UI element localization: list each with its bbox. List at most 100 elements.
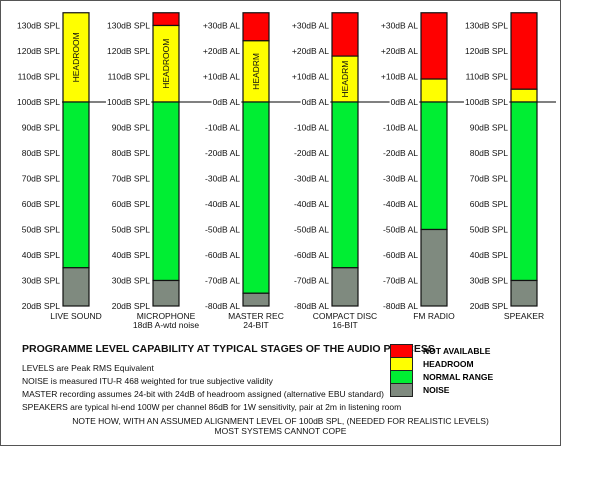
tick-label-background: [15, 97, 62, 107]
tick-label: 20dB SPL: [470, 301, 509, 311]
legend-label-noise: NOISE: [423, 385, 450, 395]
tick-label: -50dB AL: [383, 225, 418, 235]
note-noise: NOISE is measured ITU-R 468 weighted for…: [22, 376, 273, 386]
tick-label: -70dB AL: [383, 276, 418, 286]
tick-label: -60dB AL: [205, 250, 240, 260]
bar-segment-normal-range: [510, 101, 538, 282]
tick-label: 40dB SPL: [470, 250, 509, 260]
legend-label-normal-range: NORMAL RANGE: [423, 372, 494, 382]
bar-segment-headroom: [510, 88, 538, 103]
tick-label: 100dB SPL: [465, 97, 508, 107]
tick-label: -70dB AL: [294, 276, 329, 286]
tick-label: 30dB SPL: [22, 276, 61, 286]
legend-swatch-headroom: [390, 357, 413, 371]
tick-label: -50dB AL: [294, 225, 329, 235]
tick-label: 50dB SPL: [22, 225, 61, 235]
tick-label: 80dB SPL: [22, 148, 61, 158]
footer-note-line2: MOST SYSTEMS CANNOT COPE: [214, 426, 347, 436]
bar-segment-not-available: [242, 12, 270, 42]
tick-label: 70dB SPL: [22, 174, 61, 184]
stage-label: COMPACT DISC: [313, 311, 377, 321]
tick-label-background: [105, 97, 152, 107]
tick-label: -20dB AL: [205, 148, 240, 158]
tick-label: +20dB AL: [203, 46, 240, 56]
tick-label: 110dB SPL: [18, 72, 61, 82]
chart-title: PROGRAMME LEVEL CAPABILITY AT TYPICAL ST…: [22, 343, 435, 355]
bar-segment-noise: [62, 267, 90, 307]
tick-label: +30dB AL: [381, 21, 418, 31]
tick-label: -60dB AL: [294, 250, 329, 260]
footer-note-line1: NOTE HOW, WITH AN ASSUMED ALIGNMENT LEVE…: [72, 416, 489, 426]
bar-segment-not-available: [152, 12, 180, 27]
tick-label: -30dB AL: [205, 174, 240, 184]
tick-label: 30dB SPL: [470, 276, 509, 286]
tick-label: 120dB SPL: [17, 46, 60, 56]
tick-label: -30dB AL: [294, 174, 329, 184]
stage-sublabel: 16-BIT: [332, 320, 358, 330]
headroom-label: HEADROOM: [161, 39, 171, 89]
tick-label: 60dB SPL: [470, 199, 509, 209]
tick-label: -40dB AL: [294, 199, 329, 209]
tick-label: 50dB SPL: [470, 225, 509, 235]
bar-segment-normal-range: [242, 101, 270, 294]
tick-label: -20dB AL: [294, 148, 329, 158]
tick-label: -10dB AL: [205, 123, 240, 133]
tick-label: 80dB SPL: [470, 148, 509, 158]
tick-label: -80dB AL: [294, 301, 329, 311]
stage-sublabel: 18dB A-wtd noise: [133, 320, 199, 330]
tick-label: 70dB SPL: [470, 174, 509, 184]
tick-label: 0dB AL: [213, 97, 241, 107]
tick-label-background: [463, 97, 510, 107]
bar-segment-not-available: [510, 12, 538, 90]
bar-segment-headroom: [420, 78, 448, 103]
tick-label: +10dB AL: [203, 72, 240, 82]
tick-label: 90dB SPL: [112, 123, 151, 133]
tick-label: -40dB AL: [205, 199, 240, 209]
tick-label: 70dB SPL: [112, 174, 151, 184]
tick-label: +30dB AL: [292, 21, 329, 31]
stage-label: SPEAKER: [504, 311, 544, 321]
bar-segment-not-available: [331, 12, 359, 57]
tick-label: 40dB SPL: [22, 250, 61, 260]
tick-label: 20dB SPL: [112, 301, 151, 311]
tick-label: 90dB SPL: [470, 123, 509, 133]
bar-segment-noise: [331, 267, 359, 307]
tick-label: 0dB AL: [391, 97, 419, 107]
tick-label-background: [389, 97, 420, 107]
tick-label: +20dB AL: [292, 46, 329, 56]
headroom-label: HEADRM: [340, 61, 350, 98]
stage-label: MASTER REC: [228, 311, 284, 321]
stage-label: FM RADIO: [413, 311, 455, 321]
tick-label: 110dB SPL: [466, 72, 509, 82]
tick-label: 60dB SPL: [112, 199, 151, 209]
tick-label: -10dB AL: [294, 123, 329, 133]
tick-label: 130dB SPL: [107, 21, 150, 31]
legend-label-headroom: HEADROOM: [423, 359, 474, 369]
tick-label: 50dB SPL: [112, 225, 151, 235]
tick-label: 0dB AL: [302, 97, 330, 107]
bar-segment-normal-range: [331, 101, 359, 269]
tick-label: -40dB AL: [383, 199, 418, 209]
bar-segment-not-available: [420, 12, 448, 80]
stage-sublabel: 24-BIT: [243, 320, 269, 330]
bar-segment-noise: [510, 279, 538, 307]
tick-label: 120dB SPL: [465, 46, 508, 56]
bar-segment-noise: [152, 279, 180, 307]
bar-segment-headroom: [62, 12, 90, 103]
bar-segment-noise: [242, 292, 270, 307]
legend-label-not-available: NOT AVAILABLE: [423, 346, 491, 356]
bar-segment-normal-range: [62, 101, 90, 269]
tick-label: 130dB SPL: [465, 21, 508, 31]
bar-segment-headroom: [152, 24, 180, 103]
tick-label: 30dB SPL: [112, 276, 151, 286]
tick-label: 40dB SPL: [112, 250, 151, 260]
bar-segment-normal-range: [420, 101, 448, 231]
tick-label: 20dB SPL: [22, 301, 61, 311]
tick-label-background: [300, 97, 331, 107]
tick-label: 110dB SPL: [108, 72, 151, 82]
level-chart: 130dB SPL 120dB SPL 110dB SPL 100dB SPL 90dB…: [15, 12, 556, 330]
diagram-frame: [0, 0, 561, 446]
tick-label: 90dB SPL: [22, 123, 61, 133]
tick-label: +10dB AL: [292, 72, 329, 82]
tick-label: -60dB AL: [383, 250, 418, 260]
